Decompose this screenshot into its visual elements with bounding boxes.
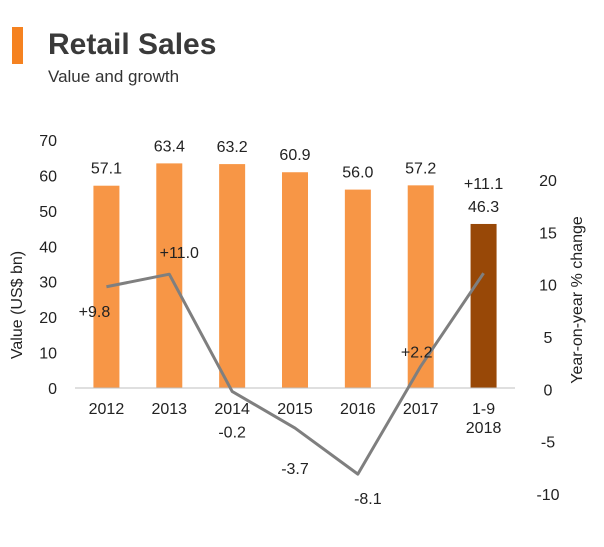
y2-tick-label: 5: [544, 330, 553, 347]
x-tick-label: 1-9 2018: [466, 401, 502, 437]
line-layer: [106, 272, 485, 476]
title-accent-bar: [12, 27, 23, 64]
x-tick-label: 2012: [89, 401, 125, 418]
y-tick-label: 0: [48, 381, 57, 398]
bar: [219, 164, 246, 388]
line-value-label: -0.2: [218, 424, 246, 441]
line-value-label: +2.2: [401, 344, 433, 361]
y2-tick-label: -10: [536, 487, 559, 504]
y2-axis-title: Year-on-year % change: [569, 216, 586, 384]
growth-line: [106, 272, 485, 476]
y-tick-label: 10: [39, 346, 57, 363]
y-tick-label: 50: [39, 204, 57, 221]
y-tick-label: 70: [39, 133, 57, 150]
chart-title: Retail Sales: [48, 28, 217, 61]
line-value-label: +9.8: [79, 304, 111, 321]
y2-tick-label: -5: [541, 435, 555, 452]
line-value-label: +11.1: [464, 176, 503, 193]
x-tick-label: 2017: [403, 401, 439, 418]
bars: [93, 163, 497, 388]
bar: [93, 185, 120, 388]
y2-tick-label: 10: [539, 278, 557, 295]
y-tick-label: 60: [39, 168, 57, 185]
bar-value-label: 57.1: [91, 161, 122, 178]
y-tick-label: 30: [39, 275, 57, 292]
bar-value-label: 63.2: [217, 139, 248, 156]
bar-value-label: 46.3: [468, 199, 499, 216]
line-labels: +9.8 +11.0 -0.2 -3.7 -8.1 +2.2 +11.1: [79, 176, 504, 508]
y-axis-title: Value (US$ bn): [9, 251, 26, 359]
bar-value-label: 57.2: [405, 160, 436, 177]
bar: [282, 172, 308, 388]
y-tick-label: 40: [39, 239, 57, 256]
line-value-label: +11.0: [160, 245, 199, 262]
y-tick-label: 20: [39, 310, 57, 327]
line-value-label: -3.7: [281, 461, 309, 478]
bar-value-label: 60.9: [279, 147, 310, 164]
bar-value-label: 63.4: [154, 138, 185, 155]
x-tick-label: 2015: [277, 401, 313, 418]
x-tick-label: 2013: [151, 401, 187, 418]
chart-subtitle: Value and growth: [48, 67, 180, 86]
x-axis-ticks: 2012 2013 2014 2015 2016 2017 1-9 2018: [89, 401, 502, 437]
x-tick-label: 2016: [340, 401, 376, 418]
x-tick-label: 2014: [214, 401, 250, 418]
right-axis-ticks: -10 -5 0 5 10 15 20: [536, 173, 559, 504]
bar: [344, 189, 371, 388]
y2-tick-label: 15: [539, 225, 557, 242]
line-value-label: -8.1: [354, 491, 382, 508]
y2-tick-label: 0: [544, 382, 553, 399]
bar: [470, 223, 497, 388]
y2-tick-label: 20: [539, 173, 557, 190]
bar-value-label: 56.0: [342, 165, 373, 182]
bar-labels: 57.1 63.4 63.2 60.9 56.0 57.2 46.3: [91, 138, 499, 216]
left-axis-ticks: 0 10 20 30 40 50 60 70: [39, 133, 57, 398]
